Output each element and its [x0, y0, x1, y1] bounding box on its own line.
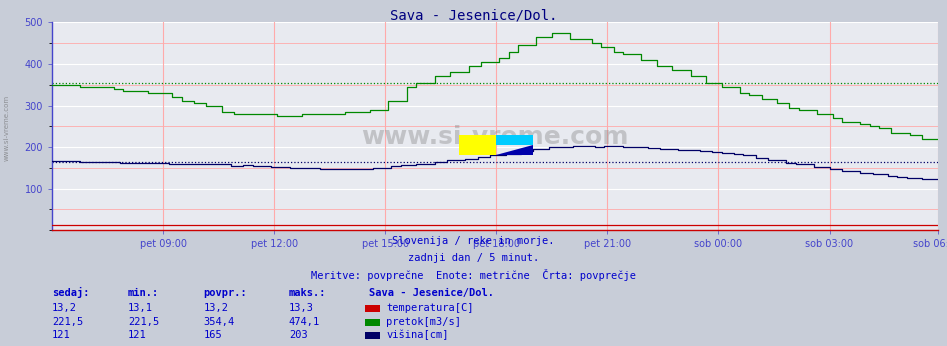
- Text: 221,5: 221,5: [52, 317, 83, 327]
- Text: 121: 121: [52, 330, 71, 340]
- Polygon shape: [496, 145, 533, 155]
- Text: višina[cm]: višina[cm]: [386, 330, 449, 340]
- Text: www.si-vreme.com: www.si-vreme.com: [361, 125, 629, 149]
- Text: temperatura[C]: temperatura[C]: [386, 303, 474, 313]
- Text: sedaj:: sedaj:: [52, 287, 90, 298]
- Text: maks.:: maks.:: [289, 288, 327, 298]
- Bar: [496, 135, 533, 145]
- Text: Sava - Jesenice/Dol.: Sava - Jesenice/Dol.: [369, 288, 494, 298]
- Text: 121: 121: [128, 330, 147, 340]
- Text: 474,1: 474,1: [289, 317, 320, 327]
- Text: 165: 165: [204, 330, 223, 340]
- Text: 13,2: 13,2: [204, 303, 228, 313]
- Text: Meritve: povprečne  Enote: metrične  Črta: povprečje: Meritve: povprečne Enote: metrične Črta:…: [311, 268, 636, 281]
- Text: 13,1: 13,1: [128, 303, 152, 313]
- Text: 203: 203: [289, 330, 308, 340]
- Text: 13,3: 13,3: [289, 303, 313, 313]
- Text: Slovenija / reke in morje.: Slovenija / reke in morje.: [392, 236, 555, 246]
- Text: povpr.:: povpr.:: [204, 288, 247, 298]
- Text: pretok[m3/s]: pretok[m3/s]: [386, 317, 461, 327]
- Text: 221,5: 221,5: [128, 317, 159, 327]
- Text: zadnji dan / 5 minut.: zadnji dan / 5 minut.: [408, 253, 539, 263]
- Text: Sava - Jesenice/Dol.: Sava - Jesenice/Dol.: [390, 9, 557, 22]
- Text: min.:: min.:: [128, 288, 159, 298]
- Text: 13,2: 13,2: [52, 303, 77, 313]
- Text: www.si-vreme.com: www.si-vreme.com: [4, 95, 9, 161]
- Text: 354,4: 354,4: [204, 317, 235, 327]
- Bar: [459, 135, 496, 155]
